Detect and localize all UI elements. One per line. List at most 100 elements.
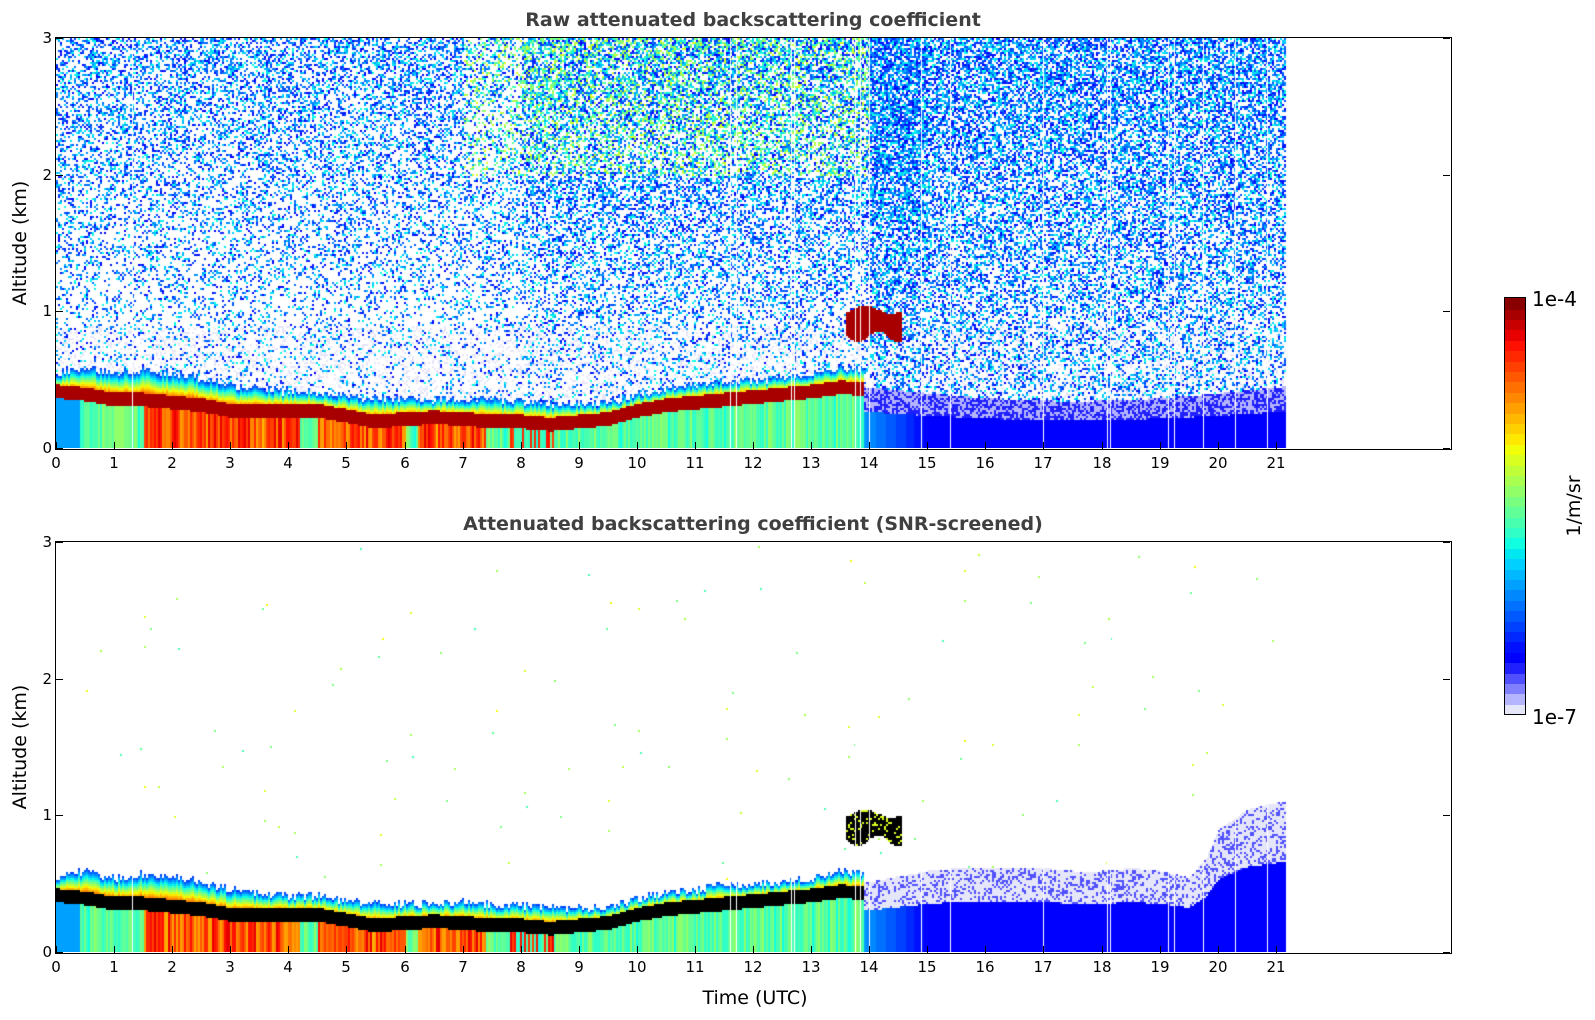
x-tick [927,442,928,449]
x-tick-label: 2 [167,454,177,472]
colorbar [1504,297,1526,715]
x-tick [1160,442,1161,449]
colorbar-segment [1505,370,1525,382]
x-tick [346,442,347,449]
x-tick [579,442,580,449]
bottom-plot-area [55,541,1452,954]
top-y-axis-label: Altitude (km) [9,180,31,306]
x-tick-label: 10 [627,454,647,472]
colorbar-segment [1505,662,1525,674]
y-tick-label: 0 [42,439,52,457]
x-tick [288,442,289,449]
x-tick [869,442,870,449]
x-tick-label: 0 [51,454,61,472]
bottom-chart-title: Attenuated backscattering coefficient (S… [463,513,1043,535]
colorbar-segment [1505,682,1525,694]
x-tick [521,946,522,953]
x-tick [172,946,173,953]
colorbar-segment [1505,526,1525,538]
x-tick [811,946,812,953]
x-tick [172,442,173,449]
x-tick [114,442,115,449]
colorbar-segment [1505,630,1525,642]
x-tick-label: 18 [1092,958,1112,976]
bottom-heatmap [56,542,1450,952]
x-tick-label: 9 [574,454,584,472]
colorbar-segment [1505,298,1525,310]
x-tick [637,442,638,449]
colorbar-segment [1505,308,1525,320]
colorbar-min-label: 1e-7 [1532,705,1577,729]
x-tick-label: 6 [400,958,410,976]
x-tick-label: 4 [283,958,293,976]
x-tick-label: 11 [685,958,705,976]
colorbar-segment [1505,485,1525,497]
x-tick-label: 21 [1266,958,1286,976]
x-tick-label: 3 [225,454,235,472]
y-tick [56,542,63,543]
x-tick [1043,946,1044,953]
x-tick-label: 1 [109,958,119,976]
colorbar-segment [1505,620,1525,632]
colorbar-segment [1505,610,1525,622]
x-tick [1218,946,1219,953]
colorbar-segment [1505,506,1525,518]
y-tick-label: 1 [42,302,52,320]
y-tick [56,311,63,312]
x-axis-label: Time (UTC) [702,987,808,1009]
colorbar-segment [1505,547,1525,559]
top-chart-title: Raw attenuated backscattering coefficien… [525,9,981,31]
x-tick [579,946,580,953]
y-tick-label: 3 [42,533,52,551]
colorbar-segment [1505,402,1525,414]
x-tick [1276,946,1277,953]
y-tick [56,175,63,176]
y-tick [1443,542,1450,543]
x-tick [288,946,289,953]
y-tick-label: 1 [42,806,52,824]
x-tick [463,946,464,953]
colorbar-segment [1505,693,1525,705]
x-tick-label: 12 [743,958,763,976]
x-tick [1102,442,1103,449]
colorbar-segment [1505,672,1525,684]
y-tick [56,952,63,953]
x-tick [985,442,986,449]
colorbar-segment [1505,350,1525,362]
colorbar-segment [1505,318,1525,330]
x-tick [1160,946,1161,953]
top-heatmap [56,38,1450,448]
y-tick [1443,38,1450,39]
x-tick [1043,442,1044,449]
colorbar-segment [1505,360,1525,372]
colorbar-segment [1505,651,1525,663]
x-tick [753,442,754,449]
x-tick [230,946,231,953]
x-tick [637,946,638,953]
colorbar-segment [1505,381,1525,393]
y-tick [1443,311,1450,312]
colorbar-segment [1505,703,1525,714]
x-tick-label: 15 [917,958,937,976]
x-tick [1276,442,1277,449]
x-tick-label: 20 [1208,958,1228,976]
x-tick-label: 7 [458,958,468,976]
x-tick-label: 4 [283,454,293,472]
x-tick-label: 14 [859,454,879,472]
x-tick-label: 2 [167,958,177,976]
x-tick [405,442,406,449]
y-tick-label: 3 [42,29,52,47]
y-tick-label: 0 [42,943,52,961]
x-tick-label: 20 [1208,454,1228,472]
x-tick [405,946,406,953]
x-tick-label: 17 [1033,958,1053,976]
colorbar-segment [1505,516,1525,528]
colorbar-segment [1505,412,1525,424]
y-tick [1443,815,1450,816]
colorbar-max-label: 1e-4 [1532,287,1577,311]
x-tick-label: 12 [743,454,763,472]
colorbar-segment [1505,558,1525,570]
x-tick-label: 10 [627,958,647,976]
x-tick [927,946,928,953]
x-tick [56,946,57,953]
